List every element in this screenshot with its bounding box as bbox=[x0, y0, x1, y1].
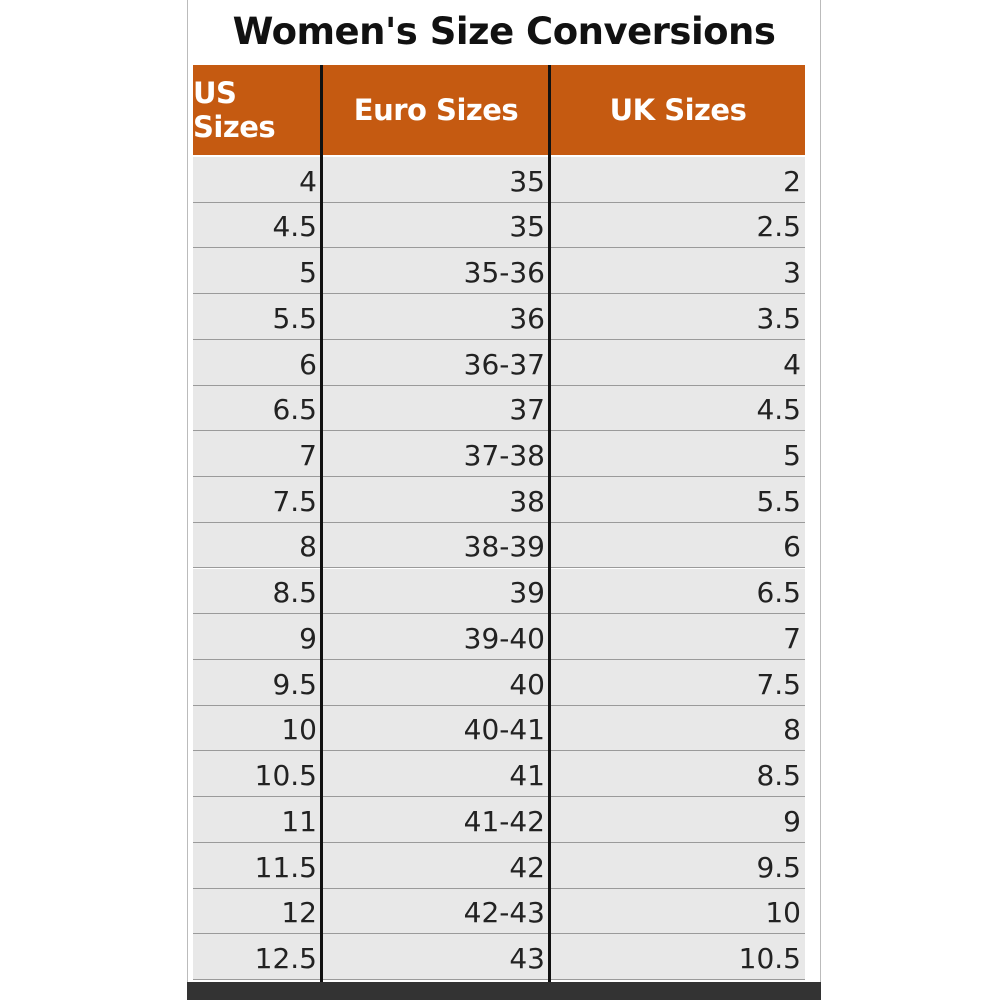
table-cell: 5 bbox=[551, 431, 805, 478]
table-cell: 9 bbox=[551, 797, 805, 843]
table-cell: 38 bbox=[323, 477, 549, 523]
table-cell: 7.5 bbox=[551, 659, 805, 706]
column-divider bbox=[548, 65, 551, 982]
table-cell: 5.5 bbox=[193, 294, 321, 340]
table-cell: 41 bbox=[323, 751, 549, 798]
table-cell: 9.5 bbox=[193, 659, 321, 706]
table-cell: 8 bbox=[551, 705, 805, 752]
table-cell: 4 bbox=[551, 339, 805, 386]
header-cell: US Sizes bbox=[193, 65, 321, 155]
column-divider bbox=[320, 65, 323, 982]
table-cell: 37-38 bbox=[323, 431, 549, 478]
table-cell: 6.5 bbox=[551, 568, 805, 615]
table-cell: 43 bbox=[323, 934, 549, 980]
table-cell: 4.5 bbox=[193, 202, 321, 249]
table-cell: 10.5 bbox=[551, 934, 805, 980]
table-cell: 42 bbox=[323, 842, 549, 889]
table-cell: 39-40 bbox=[323, 614, 549, 660]
table-cell: 35 bbox=[323, 202, 549, 249]
table-cell: 10 bbox=[193, 705, 321, 752]
table-cell: 8 bbox=[193, 522, 321, 569]
table-cell: 40-41 bbox=[323, 705, 549, 752]
table-cell: 2.5 bbox=[551, 202, 805, 249]
header-cell: Euro Sizes bbox=[323, 65, 549, 155]
table-cell: 35-36 bbox=[323, 248, 549, 295]
table-cell: 5 bbox=[193, 248, 321, 295]
table-cell: 40 bbox=[323, 659, 549, 706]
table-cell: 3.5 bbox=[551, 294, 805, 340]
table-cell: 38-39 bbox=[323, 522, 549, 569]
table-cell: 11 bbox=[193, 797, 321, 843]
title: Women's Size Conversions bbox=[232, 10, 776, 53]
header-cell: UK Sizes bbox=[551, 65, 805, 155]
table-cell: 36 bbox=[323, 294, 549, 340]
table-cell: 6 bbox=[193, 339, 321, 386]
table-cell: 3 bbox=[551, 248, 805, 295]
table-cell: 10.5 bbox=[193, 751, 321, 798]
table-cell: 35 bbox=[323, 157, 549, 203]
table-cell: 42-43 bbox=[323, 888, 549, 935]
table-cell: 11.5 bbox=[193, 842, 321, 889]
table-cell: 7 bbox=[193, 431, 321, 478]
table-cell: 5.5 bbox=[551, 477, 805, 523]
frame bbox=[187, 0, 821, 1000]
table-cell: 6.5 bbox=[193, 385, 321, 432]
table-cell: 12 bbox=[193, 888, 321, 935]
table-cell: 2 bbox=[551, 157, 805, 203]
table-cell: 6 bbox=[551, 522, 805, 569]
table-cell: 8.5 bbox=[551, 751, 805, 798]
table-cell: 8.5 bbox=[193, 568, 321, 615]
table-cell: 12.5 bbox=[193, 934, 321, 980]
table-cell: 36-37 bbox=[323, 339, 549, 386]
table-cell: 9 bbox=[193, 614, 321, 660]
table-cell: 7.5 bbox=[193, 477, 321, 523]
table-cell: 4.5 bbox=[551, 385, 805, 432]
table-cell: 9.5 bbox=[551, 842, 805, 889]
bottom-bar bbox=[187, 982, 821, 1000]
table-cell: 39 bbox=[323, 568, 549, 615]
table-cell: 37 bbox=[323, 385, 549, 432]
table-cell: 7 bbox=[551, 614, 805, 660]
table-cell: 10 bbox=[551, 888, 805, 935]
table-cell: 4 bbox=[193, 157, 321, 203]
table-cell: 41-42 bbox=[323, 797, 549, 843]
